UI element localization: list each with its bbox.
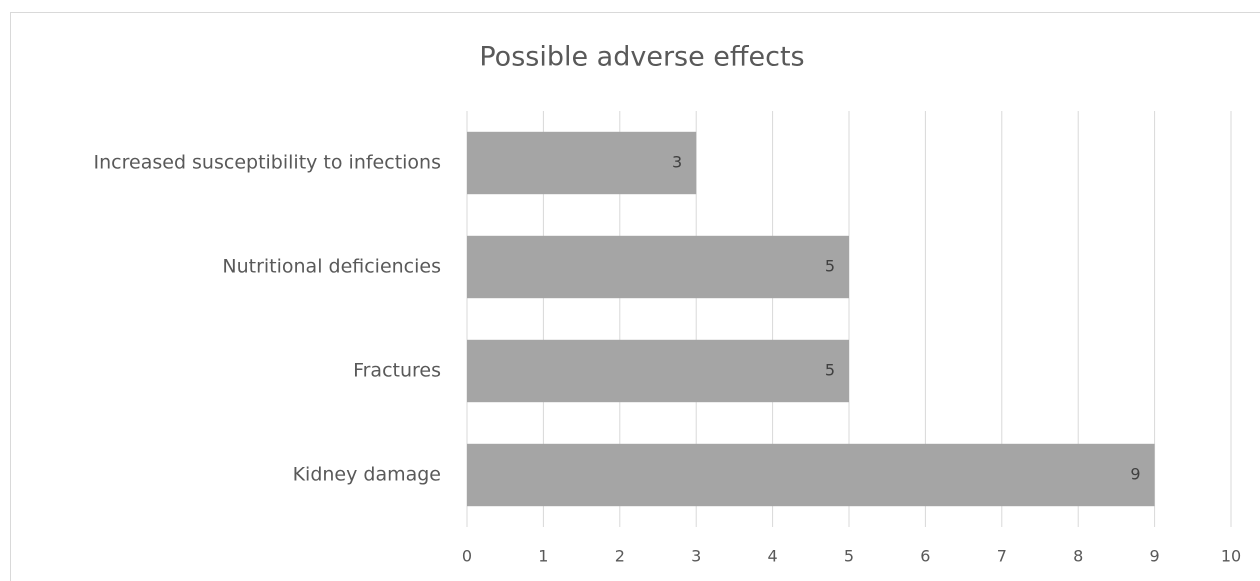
x-tick-label: 3 [691,547,701,566]
bar [467,443,1155,507]
bar [467,131,697,195]
y-tick-label: Increased susceptibility to infections [94,152,441,174]
x-tick-label: 0 [462,547,472,566]
bar [467,235,849,299]
bar [467,339,849,403]
x-tick-label: 8 [1073,547,1083,566]
y-tick-label: Nutritional deficiencies [222,256,441,278]
data-label: 9 [1130,465,1140,484]
chart-title: Possible adverse effects [479,42,804,73]
x-tick-label: 9 [1150,547,1160,566]
data-label: 3 [672,153,682,172]
x-tick-label: 6 [920,547,930,566]
x-tick-label: 7 [997,547,1007,566]
x-tick-label: 5 [844,547,854,566]
x-tick-label: 2 [615,547,625,566]
x-tick-label: 1 [538,547,548,566]
x-tick-label: 4 [768,547,778,566]
data-label: 5 [825,257,835,276]
data-label: 5 [825,361,835,380]
y-tick-label: Fractures [353,360,441,382]
x-tick-label: 10 [1221,547,1241,566]
y-tick-label: Kidney damage [293,464,441,486]
